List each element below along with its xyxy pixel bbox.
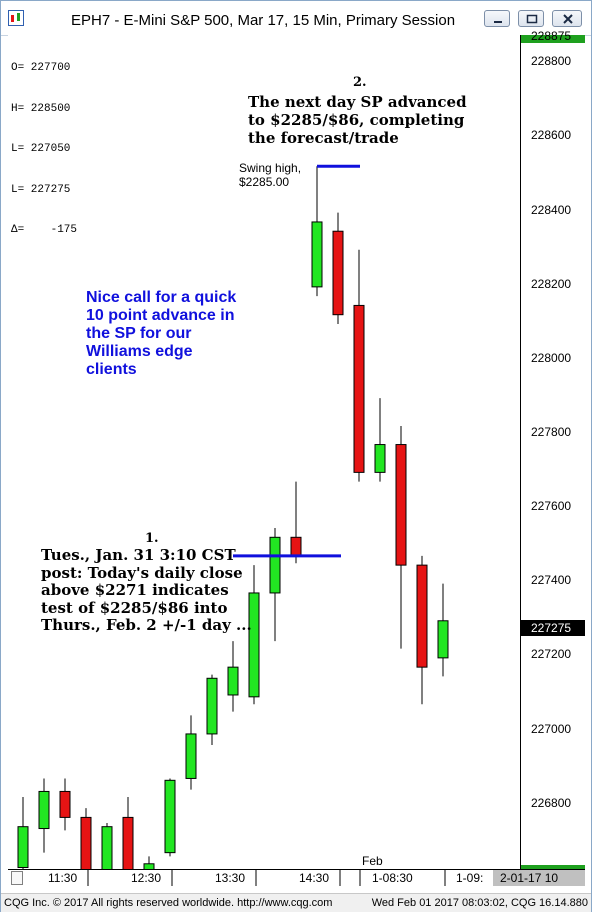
ohlc-last: L= 227275 (11, 183, 71, 196)
date-label: 2-01-17 10 (500, 871, 559, 885)
up-candle (164, 779, 176, 854)
up-candle (143, 863, 155, 869)
price-label: 227800 (531, 425, 572, 439)
chart-app-icon (8, 10, 24, 26)
up-candle (311, 221, 323, 288)
minimize-button[interactable] (484, 10, 510, 27)
annotation-forecast-text: Tues., Jan. 31 3:10 CST post: Today's da… (41, 546, 252, 634)
feb-date-marker: Feb (362, 854, 383, 868)
current-price-badge (521, 620, 585, 636)
close-icon (563, 14, 573, 24)
up-candle (17, 826, 29, 868)
minimize-icon (494, 21, 502, 23)
price-label: 228200 (531, 277, 572, 291)
up-candle (206, 677, 218, 735)
price-label: 228600 (531, 128, 572, 142)
price-label: 227400 (531, 573, 572, 587)
down-candle (353, 304, 365, 473)
down-candle (395, 444, 407, 566)
down-candle (332, 230, 344, 316)
time-label: 13:30 (215, 871, 246, 885)
close-button[interactable] (552, 10, 582, 27)
down-candle (290, 536, 302, 557)
up-candle (269, 536, 281, 594)
scroll-thumb[interactable] (11, 871, 23, 885)
window-title: EPH7 - E-Mini S&P 500, Mar 17, 15 Min, P… (71, 12, 456, 29)
price-axis[interactable]: 228875 228800 228600 228400 228200 22800… (521, 29, 585, 869)
down-candle (59, 790, 71, 818)
up-candle (374, 444, 386, 473)
price-label: 227000 (531, 722, 572, 736)
ohlc-low: L= 227050 (11, 143, 71, 155)
price-axis-ticks (521, 35, 585, 869)
up-candle (227, 666, 239, 696)
candlestick-chart (17, 164, 449, 869)
time-axis[interactable]: 11:30 12:30 13:30 14:30 1-08:30 1-09: 2-… (8, 869, 585, 887)
down-candle (80, 816, 92, 869)
up-candle (185, 733, 197, 779)
swing-high-label: Swing high, $2285.00 (239, 161, 302, 189)
up-candle (248, 592, 260, 698)
price-label: 227200 (531, 647, 572, 661)
maximize-icon (526, 14, 538, 24)
status-bar: CQG Inc. © 2017 All rights reserved worl… (1, 893, 591, 912)
copyright-text: CQG Inc. © 2017 All rights reserved worl… (4, 897, 333, 909)
up-candle (101, 826, 113, 869)
price-label: 226800 (531, 796, 572, 810)
ohlc-readout: O= 227700 H= 228500 L= 227050 L= 227275 … (11, 35, 77, 265)
time-label: 11:30 (48, 871, 78, 885)
blue-note-text: Nice call for a quick 10 point advance i… (86, 289, 237, 378)
time-label: 14:30 (299, 871, 330, 885)
annotation-number-1: 1. (145, 531, 159, 546)
time-label: 1-09: (456, 871, 484, 885)
title-bar: EPH7 - E-Mini S&P 500, Mar 17, 15 Min, P… (1, 1, 591, 36)
ohlc-open: O= 227700 (11, 62, 71, 74)
ohlc-change: Δ= -175 (11, 224, 78, 236)
down-candle (416, 564, 428, 668)
time-axis-ticks (87, 870, 446, 886)
up-candle (38, 790, 50, 830)
price-label: 228000 (531, 351, 572, 365)
price-label: 228400 (531, 203, 572, 217)
down-candle (122, 816, 134, 869)
price-label-top: 228875 (531, 29, 572, 43)
time-label: 1-08:30 (372, 871, 413, 885)
maximize-button[interactable] (518, 10, 544, 27)
time-label: 12:30 (131, 871, 162, 885)
annotation-number-2: 2. (353, 75, 367, 90)
current-price-label: 227275 (531, 621, 572, 635)
date-label-box (493, 870, 585, 886)
up-candle (437, 620, 449, 659)
price-label: 228800 (531, 54, 572, 68)
annotation-next-day-text: The next day SP advanced to $2285/$86, c… (248, 93, 467, 147)
price-label: 227600 (531, 499, 572, 513)
chart-plot-area[interactable]: O= 227700 H= 228500 L= 227050 L= 227275 … (8, 35, 521, 869)
timestamp-text: Wed Feb 01 2017 08:03:02, CQG 16.14.880 (371, 897, 588, 909)
ohlc-high: H= 228500 (11, 102, 71, 115)
